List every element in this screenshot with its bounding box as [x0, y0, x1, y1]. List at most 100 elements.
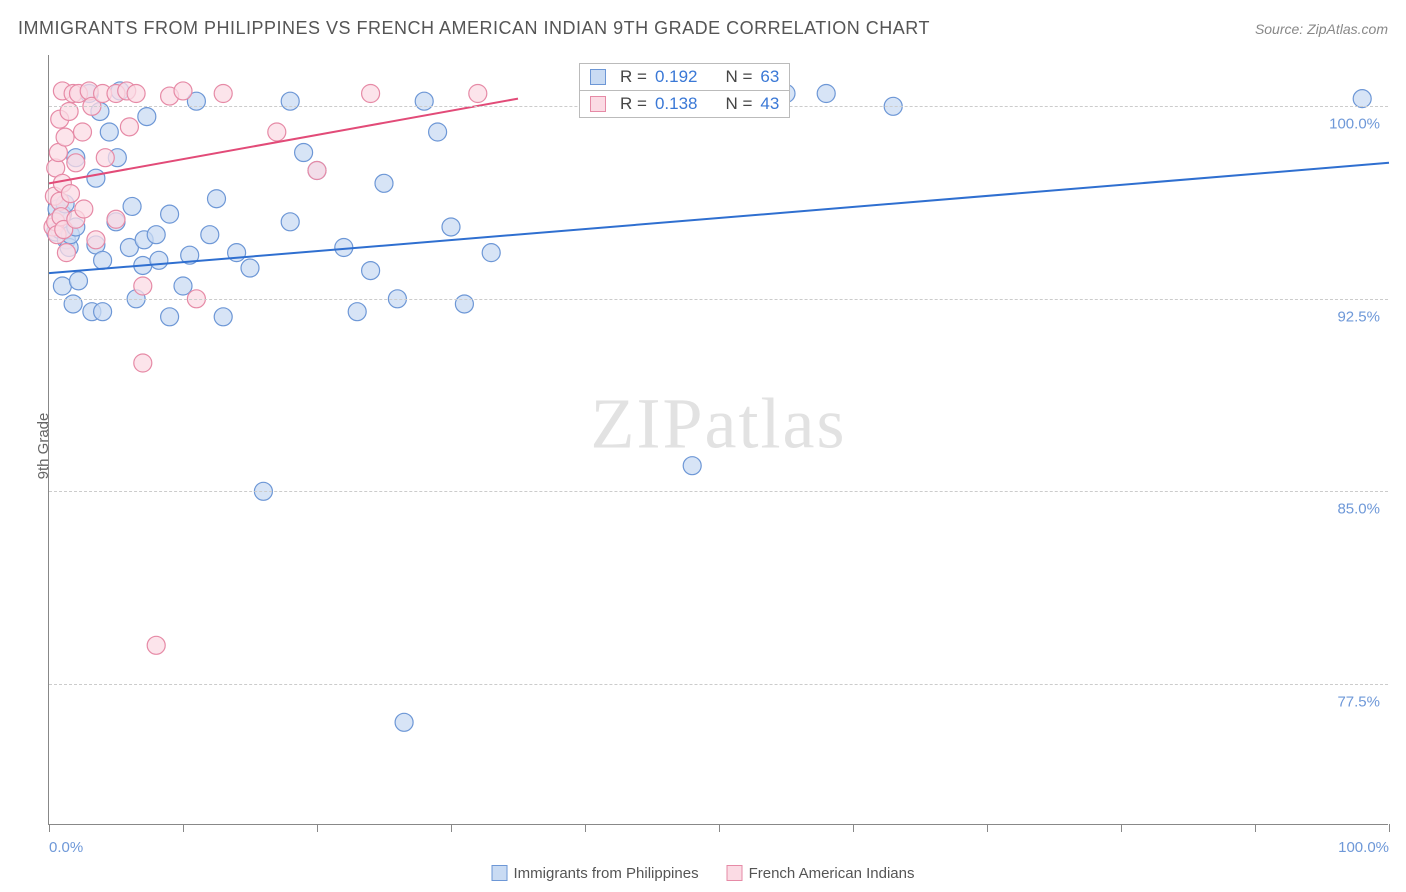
data-point — [107, 210, 125, 228]
stat-n-label: N = — [725, 94, 752, 114]
stat-r-value: 0.138 — [655, 94, 698, 114]
chart-svg — [49, 55, 1388, 824]
data-point — [57, 244, 75, 262]
plot-area: ZIPatlas 77.5%85.0%92.5%100.0%0.0%100.0%… — [48, 55, 1388, 825]
x-tick — [585, 824, 586, 832]
data-point — [817, 85, 835, 103]
data-point — [94, 251, 112, 269]
stats-box: R = 0.192 N = 63 R = 0.138 N = 43 — [579, 63, 790, 118]
data-point — [1353, 90, 1371, 108]
data-point — [138, 108, 156, 126]
data-point — [214, 85, 232, 103]
stat-n-label: N = — [725, 67, 752, 87]
data-point — [75, 200, 93, 218]
data-point — [268, 123, 286, 141]
data-point — [134, 277, 152, 295]
data-point — [147, 636, 165, 654]
data-point — [375, 174, 393, 192]
y-tick-label: 100.0% — [1329, 116, 1380, 133]
data-point — [69, 272, 87, 290]
x-tick — [183, 824, 184, 832]
legend-swatch-1 — [492, 865, 508, 881]
data-point — [150, 251, 168, 269]
data-point — [87, 169, 105, 187]
data-point — [87, 231, 105, 249]
trend-line — [49, 163, 1389, 273]
x-tick — [1121, 824, 1122, 832]
data-point — [100, 123, 118, 141]
y-tick-label: 77.5% — [1337, 693, 1380, 710]
data-point — [208, 190, 226, 208]
source-label: Source: ZipAtlas.com — [1255, 21, 1388, 37]
data-point — [395, 713, 413, 731]
x-tick — [317, 824, 318, 832]
x-tick — [853, 824, 854, 832]
data-point — [161, 205, 179, 223]
data-point — [174, 277, 192, 295]
data-point — [281, 213, 299, 231]
data-point — [61, 185, 79, 203]
data-point — [214, 308, 232, 326]
data-point — [415, 92, 433, 110]
x-tick-label: 0.0% — [49, 839, 83, 856]
stat-n-value: 43 — [760, 94, 779, 114]
gridline-h — [49, 491, 1388, 492]
gridline-h — [49, 299, 1388, 300]
data-point — [161, 308, 179, 326]
data-point — [201, 226, 219, 244]
stats-swatch — [590, 69, 606, 85]
data-point — [241, 259, 259, 277]
x-tick-label: 100.0% — [1338, 839, 1389, 856]
data-point — [455, 295, 473, 313]
stats-row: R = 0.192 N = 63 — [580, 64, 789, 90]
data-point — [134, 354, 152, 372]
stat-r-value: 0.192 — [655, 67, 698, 87]
data-point — [127, 85, 145, 103]
data-point — [683, 457, 701, 475]
data-point — [348, 303, 366, 321]
legend-label-2: French American Indians — [749, 865, 915, 882]
data-point — [120, 118, 138, 136]
stat-n-value: 63 — [760, 67, 779, 87]
legend-item-2: French American Indians — [727, 865, 915, 882]
data-point — [67, 154, 85, 172]
y-tick-label: 92.5% — [1337, 308, 1380, 325]
x-tick — [49, 824, 50, 832]
data-point — [281, 92, 299, 110]
chart-title: IMMIGRANTS FROM PHILIPPINES VS FRENCH AM… — [18, 18, 930, 39]
trend-line — [49, 99, 518, 184]
x-tick — [1389, 824, 1390, 832]
data-point — [74, 123, 92, 141]
stat-r-label: R = — [620, 94, 647, 114]
data-point — [362, 85, 380, 103]
data-point — [469, 85, 487, 103]
stats-swatch — [590, 96, 606, 112]
stat-r-label: R = — [620, 67, 647, 87]
x-tick — [987, 824, 988, 832]
x-tick — [1255, 824, 1256, 832]
bottom-legend: Immigrants from Philippines French Ameri… — [492, 865, 915, 882]
y-tick-label: 85.0% — [1337, 501, 1380, 518]
x-tick — [719, 824, 720, 832]
legend-item-1: Immigrants from Philippines — [492, 865, 699, 882]
data-point — [94, 303, 112, 321]
data-point — [64, 295, 82, 313]
data-point — [56, 128, 74, 146]
data-point — [60, 102, 78, 120]
title-bar: IMMIGRANTS FROM PHILIPPINES VS FRENCH AM… — [18, 18, 1388, 39]
x-tick — [451, 824, 452, 832]
data-point — [53, 277, 71, 295]
data-point — [442, 218, 460, 236]
data-point — [147, 226, 165, 244]
data-point — [362, 262, 380, 280]
legend-label-1: Immigrants from Philippines — [514, 865, 699, 882]
data-point — [308, 162, 326, 180]
data-point — [123, 197, 141, 215]
legend-swatch-2 — [727, 865, 743, 881]
data-point — [482, 244, 500, 262]
data-point — [96, 149, 114, 167]
data-point — [295, 144, 313, 162]
data-point — [174, 82, 192, 100]
gridline-h — [49, 684, 1388, 685]
data-point — [429, 123, 447, 141]
